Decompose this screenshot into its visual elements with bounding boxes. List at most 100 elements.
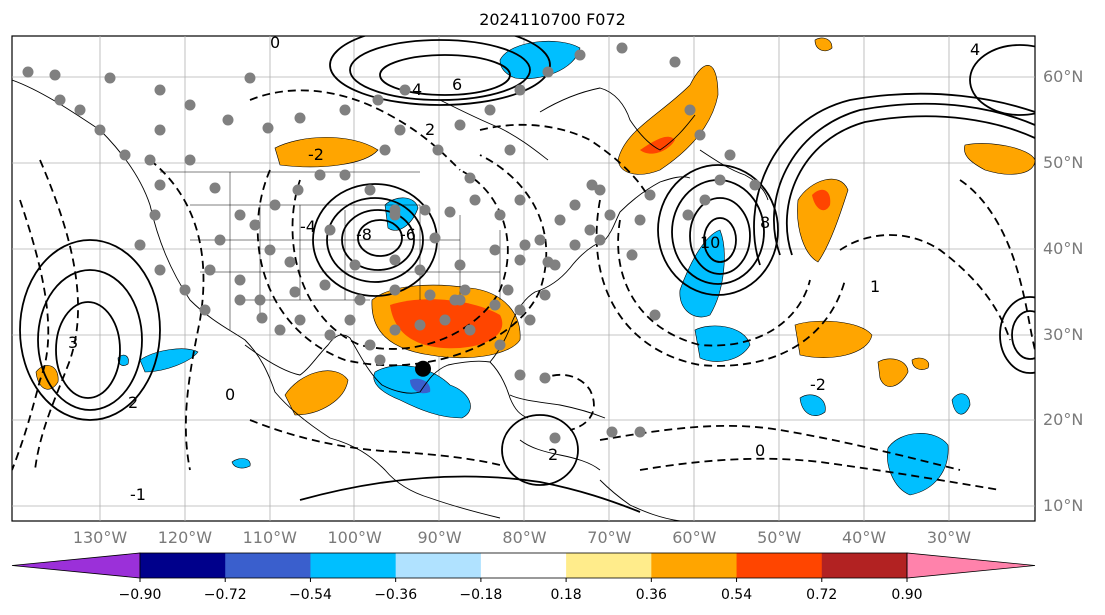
station-dot [626,249,638,261]
map-title: 2024110700 F072 [479,10,626,29]
latitude-label: 60°N [1043,67,1084,86]
colorbar-extend-low [11,552,141,579]
station-dot [616,42,628,54]
station-dot [324,224,336,236]
station-dot [364,339,376,351]
contour-label: 0 [755,441,765,460]
longitude-label: 110°W [242,528,297,547]
station-dot [594,184,606,196]
station-dot [454,119,466,131]
orange-area-atlantic-east [797,178,849,263]
colorbar-frame [139,552,908,579]
contour-label: -6 [400,225,416,244]
station-dot [539,372,551,384]
contour-label: -4 [300,217,316,236]
station-dot [464,324,476,336]
colorbar-segment [225,553,311,578]
station-dot [234,209,246,221]
colorbar-tick-label: −0.72 [203,587,247,603]
contour-label: 2 [425,120,435,139]
forecast-point-marker [415,360,431,377]
station-dot [264,244,276,256]
contour-label: -1 [130,485,146,504]
orange-area-labrador [814,37,833,52]
latitude-label: 30°N [1043,325,1084,344]
contour-label: 1 [870,277,880,296]
station-dot [94,124,106,136]
latitude-label: 50°N [1043,153,1084,172]
station-dot [256,312,268,324]
station-dot [289,286,301,298]
station-dot [502,284,514,296]
station-dot [444,206,456,218]
station-dot [319,279,331,291]
station-dot [349,259,361,271]
longitude-label: 130°W [72,528,128,547]
colorbar-tick-label: 0.36 [635,587,667,603]
longitude-label: 40°W [842,528,887,547]
colorbar-tick-label: −0.90 [118,587,162,603]
station-dot [364,184,376,196]
orange-area-mexico [284,370,349,416]
colorbar-tick-label: 0.18 [550,587,582,603]
station-dot [379,144,391,156]
station-dot [389,204,401,216]
station-dot [594,234,606,246]
colorbar-segment [395,553,482,578]
orange-area-small [911,357,930,370]
station-dot [514,84,526,96]
station-dot [222,114,234,126]
station-dot [454,259,466,271]
coastlines [12,79,769,521]
red-area-newfoundland [640,136,675,154]
colorbar-tick-label: −0.54 [288,587,332,603]
station-dot [399,84,411,96]
contour-label-group: 6 4 2 0 -2 -4 -6 -8 8 10 1 3 2 0 -1 -2 0… [68,33,980,504]
station-dot [432,144,444,156]
colorbar-segment [140,553,226,578]
longitude-label: 70°W [587,528,632,547]
station-dot [669,56,681,68]
station-dot [464,172,476,184]
latitude-label: 10°N [1043,496,1084,515]
station-dot [489,244,501,256]
station-dot [254,294,266,306]
station-dot [274,324,286,336]
contour-label: 8 [760,213,770,232]
station-dot [439,314,451,326]
contour-label: -8 [356,225,372,244]
contour-label: -2 [308,145,324,164]
station-dot [199,304,211,316]
station-dot [269,199,281,211]
station-dot [684,104,696,116]
station-dot [344,314,356,326]
station-dot [459,284,471,296]
negative-contours [12,89,1035,491]
station-dot [424,289,436,301]
latitude-label: 20°N [1043,410,1084,429]
station-dot [394,124,406,136]
station-dot [494,209,506,221]
station-dot [209,182,221,194]
orange-area-newfoundland [617,65,719,175]
longitude-label: 60°W [672,528,717,547]
station-dot [414,319,426,331]
contour-label: 0 [225,385,235,404]
longitude-label: 80°W [502,528,547,547]
station-dot [389,324,401,336]
station-markers [22,42,761,444]
station-dot [489,299,501,311]
station-dot [154,179,166,191]
station-dot [714,174,726,186]
station-dot [484,104,496,116]
blue-area-cape-verde [887,433,949,496]
station-dot [694,129,706,141]
station-dot [49,69,61,81]
station-dot [294,314,306,326]
station-dot [584,224,596,236]
longitude-label: 120°W [157,528,213,547]
contour-label: 0 [270,33,280,52]
station-dot [74,104,86,116]
station-dot [179,284,191,296]
